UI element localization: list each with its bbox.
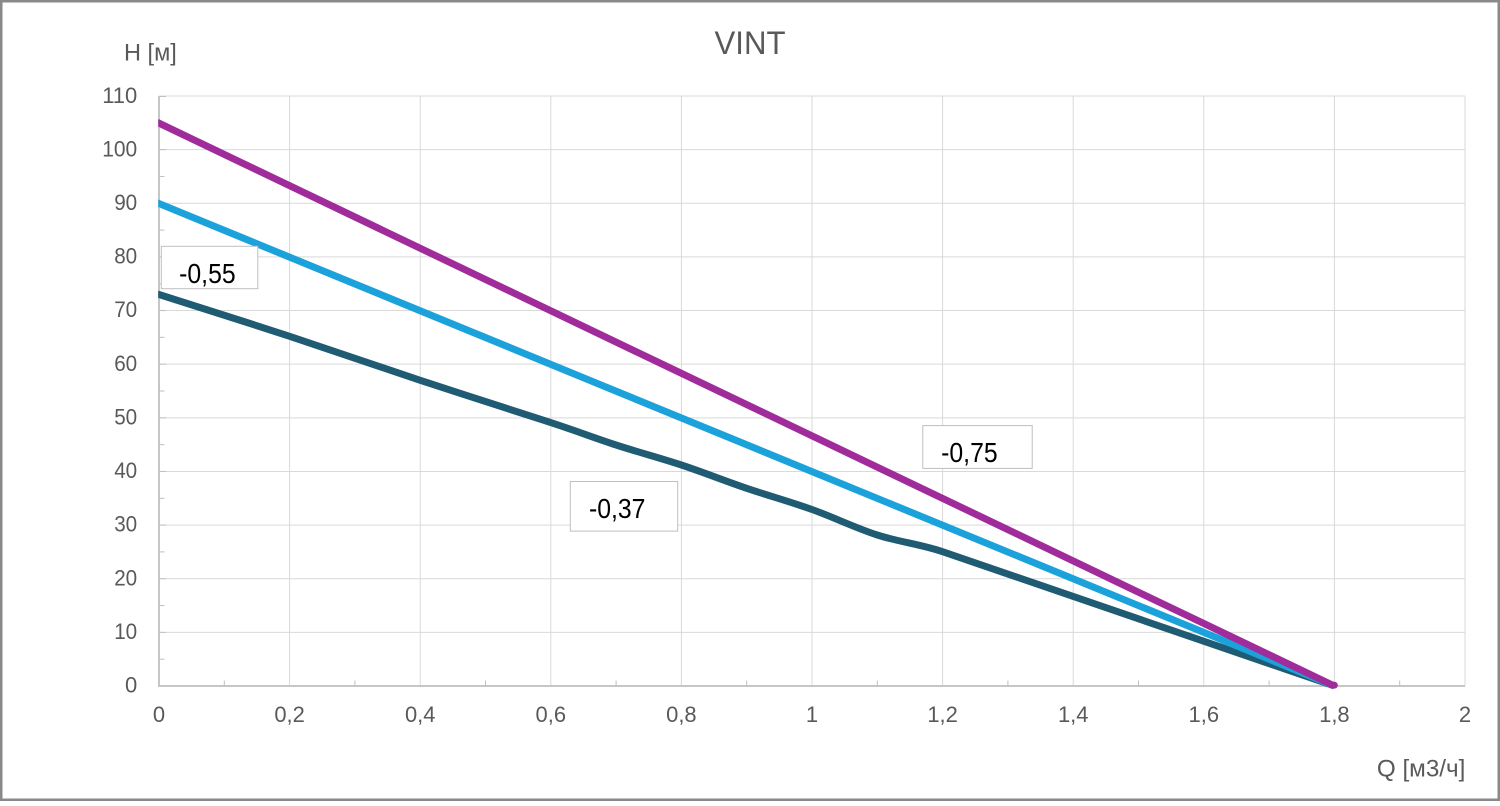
svg-text:10: 10: [114, 619, 137, 644]
svg-text:1: 1: [806, 702, 818, 727]
svg-text:100: 100: [102, 136, 137, 161]
svg-text:20: 20: [114, 565, 137, 590]
svg-text:-0,55: -0,55: [179, 258, 236, 289]
svg-text:70: 70: [114, 297, 137, 322]
svg-text:50: 50: [114, 404, 137, 429]
svg-text:1,8: 1,8: [1319, 702, 1350, 727]
svg-text:0: 0: [125, 673, 137, 698]
svg-text:VINT: VINT: [715, 25, 786, 61]
svg-text:2: 2: [1459, 702, 1471, 727]
svg-text:-0,75: -0,75: [941, 437, 998, 468]
svg-text:110: 110: [102, 83, 137, 108]
svg-text:0,4: 0,4: [405, 702, 436, 727]
svg-text:90: 90: [114, 190, 137, 215]
svg-text:0: 0: [153, 702, 165, 727]
svg-text:H [м]: H [м]: [124, 40, 177, 67]
svg-text:0,6: 0,6: [536, 702, 567, 727]
svg-text:Q [м3/ч]: Q [м3/ч]: [1377, 756, 1466, 783]
svg-text:30: 30: [114, 512, 137, 537]
svg-text:80: 80: [114, 244, 137, 269]
svg-text:1,4: 1,4: [1058, 702, 1089, 727]
svg-text:1,2: 1,2: [927, 702, 958, 727]
svg-text:0,2: 0,2: [274, 702, 305, 727]
svg-text:1,6: 1,6: [1189, 702, 1220, 727]
svg-text:40: 40: [114, 458, 137, 483]
svg-text:-0,37: -0,37: [589, 493, 646, 524]
svg-text:0,8: 0,8: [666, 702, 697, 727]
svg-text:60: 60: [114, 351, 137, 376]
